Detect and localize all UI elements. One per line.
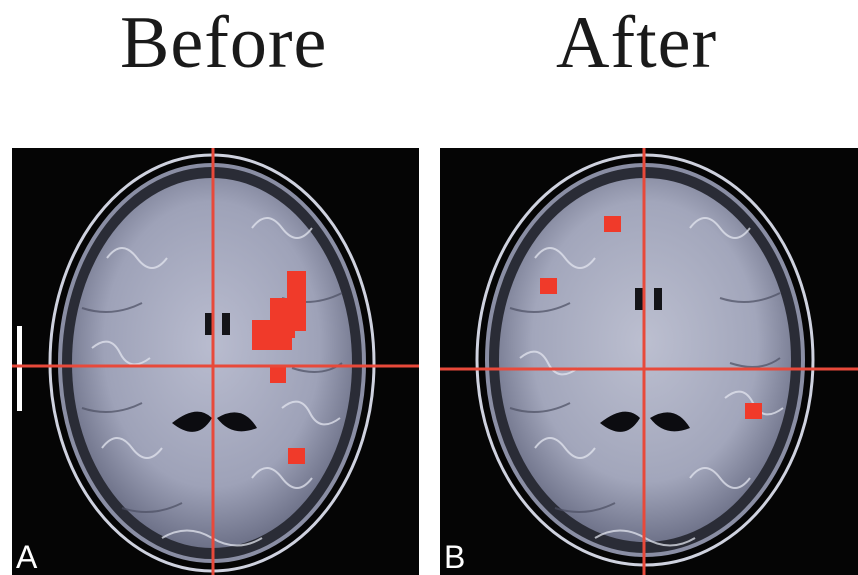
ventricle-right <box>217 412 257 432</box>
activation-overlay <box>540 216 762 419</box>
mri-panel-a: A <box>12 148 419 575</box>
activation-overlay <box>252 271 306 464</box>
mri-image-b <box>440 148 858 575</box>
ventricle-left <box>600 411 640 432</box>
title-after: After <box>556 2 718 84</box>
mri-panel-b: B <box>440 148 858 575</box>
ventricle-right <box>650 412 690 432</box>
mri-image-a <box>12 148 419 575</box>
panel-label-a: A <box>16 539 38 575</box>
ventricle-left <box>172 411 212 432</box>
title-before: Before <box>120 2 328 84</box>
panel-label-b: B <box>444 539 466 575</box>
side-marker <box>17 326 22 411</box>
